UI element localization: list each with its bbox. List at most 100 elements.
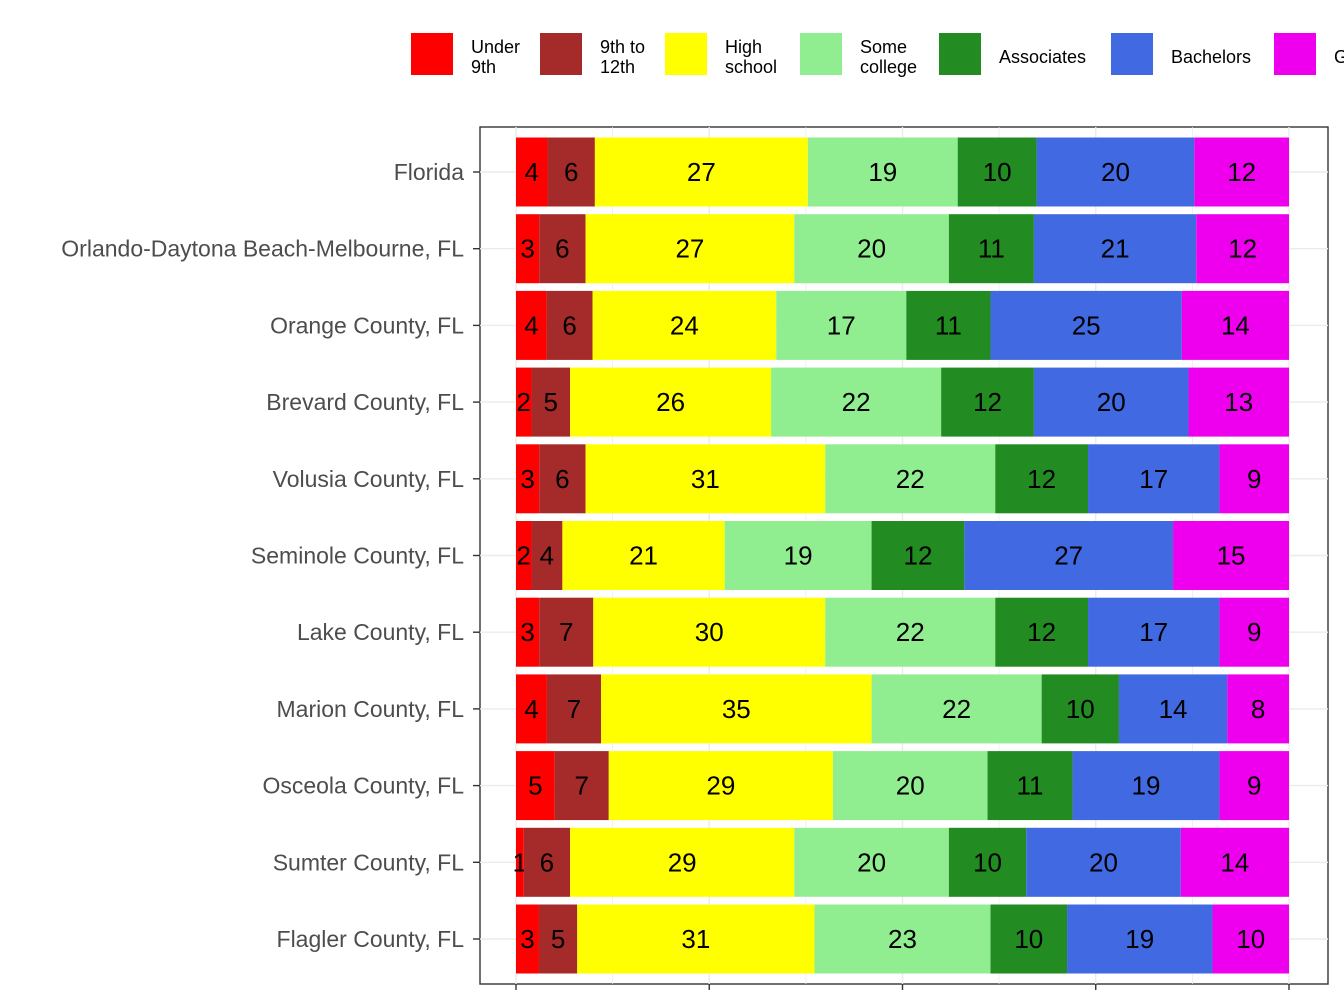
- data-label: 27: [1054, 541, 1083, 571]
- data-label: 6: [562, 310, 576, 340]
- data-label: 9: [1247, 617, 1261, 647]
- bar-segment: [814, 904, 991, 974]
- legend-key: [939, 33, 981, 75]
- data-label: 2: [516, 541, 530, 571]
- bar-segment: [794, 827, 949, 897]
- data-label: 6: [555, 464, 569, 494]
- bar-segment: [948, 214, 1034, 284]
- data-label: 12: [1228, 234, 1257, 264]
- bar-segment: [995, 444, 1089, 514]
- data-label: 31: [691, 464, 720, 494]
- data-label: 6: [564, 157, 578, 187]
- y-tick-label: Brevard County, FL: [266, 389, 464, 415]
- data-label: 30: [695, 617, 724, 647]
- data-label: 12: [1027, 617, 1056, 647]
- data-label: 10: [983, 157, 1012, 187]
- data-label: 14: [1220, 847, 1249, 877]
- bar-segment: [601, 674, 872, 744]
- data-label: 1: [513, 847, 527, 877]
- bar-segment: [562, 521, 725, 590]
- data-label: 20: [1101, 157, 1130, 187]
- y-tick-label: Orlando-Daytona Beach-Melbourne, FL: [61, 236, 464, 262]
- bar-segment: [1180, 827, 1289, 897]
- bar-segment: [516, 674, 547, 744]
- bar-segment: [1181, 290, 1289, 360]
- y-tick-label: Orange County, FL: [270, 312, 464, 338]
- data-label: 29: [706, 771, 735, 801]
- data-label: 11: [935, 310, 962, 340]
- bar-segment: [516, 367, 532, 437]
- data-label: 10: [973, 847, 1002, 877]
- data-label: 22: [896, 617, 925, 647]
- data-label: 10: [1236, 924, 1265, 954]
- y-tick-label: Lake County, FL: [297, 619, 464, 645]
- bar-segment: [1219, 751, 1289, 821]
- bar-segment: [1219, 597, 1289, 667]
- data-label: 22: [896, 464, 925, 494]
- y-tick-label: Flagler County, FL: [277, 926, 465, 952]
- data-label: 19: [1132, 771, 1161, 801]
- bar-segment: [531, 521, 563, 590]
- legend-label-line: High: [725, 37, 762, 57]
- data-label: 10: [1066, 694, 1095, 724]
- bar-segment: [1219, 444, 1289, 514]
- data-label: 20: [896, 771, 925, 801]
- bar-segment: [964, 521, 1174, 590]
- data-label: 31: [681, 924, 710, 954]
- bar-segment: [1088, 444, 1220, 514]
- data-label: 4: [524, 310, 538, 340]
- bar-segment: [539, 597, 594, 667]
- data-label: 12: [903, 541, 932, 571]
- bar-segment: [570, 827, 795, 897]
- data-label: 7: [559, 617, 573, 647]
- bar-segment: [776, 290, 907, 360]
- legend-label: Under 9th: [471, 37, 520, 77]
- bar-segment: [570, 367, 772, 437]
- bar-segment: [1036, 137, 1195, 207]
- data-label: 14: [1159, 694, 1188, 724]
- bar-segment: [592, 290, 777, 360]
- bar-segment: [807, 137, 958, 207]
- bar-segment: [577, 904, 815, 974]
- data-label: 17: [827, 310, 856, 340]
- data-label: 15: [1217, 541, 1246, 571]
- data-label: 6: [540, 847, 554, 877]
- data-label: 22: [842, 387, 871, 417]
- bar-segment: [1173, 521, 1289, 590]
- legend-label-line: 9th: [471, 57, 496, 77]
- bar-segment: [1067, 904, 1213, 974]
- bar-segment: [585, 214, 795, 284]
- bar-segment: [1212, 904, 1289, 974]
- legend-key: [1111, 33, 1153, 75]
- bar-segment: [516, 904, 539, 974]
- bar-segment: [547, 137, 595, 207]
- data-label: 17: [1139, 617, 1168, 647]
- data-label: 3: [520, 617, 534, 647]
- legend-key: [540, 33, 582, 75]
- bar-segment: [531, 367, 571, 437]
- bar-segment: [516, 444, 540, 514]
- data-label: 5: [551, 924, 565, 954]
- bar-segment: [825, 444, 996, 514]
- data-label: 25: [1072, 310, 1101, 340]
- bar-segment: [516, 597, 540, 667]
- bar-segment: [1188, 367, 1289, 437]
- data-label: 26: [656, 387, 685, 417]
- legend-label: High school: [725, 37, 777, 77]
- legend-key: [800, 33, 842, 75]
- data-label: 12: [1027, 464, 1056, 494]
- data-label: 27: [675, 234, 704, 264]
- bar-segment: [724, 521, 872, 590]
- data-label: 5: [528, 771, 542, 801]
- data-label: 11: [1017, 771, 1044, 801]
- bar-segment: [546, 290, 593, 360]
- legend-label: G: [1334, 47, 1344, 67]
- y-tick-label: Seminole County, FL: [251, 543, 464, 569]
- data-label: 21: [629, 541, 658, 571]
- legend-label-line: Under: [471, 37, 520, 57]
- data-label: 8: [1251, 694, 1265, 724]
- bar-segment: [1194, 137, 1289, 207]
- bar-segment: [825, 597, 996, 667]
- data-label: 24: [670, 310, 699, 340]
- data-label: 9: [1247, 464, 1261, 494]
